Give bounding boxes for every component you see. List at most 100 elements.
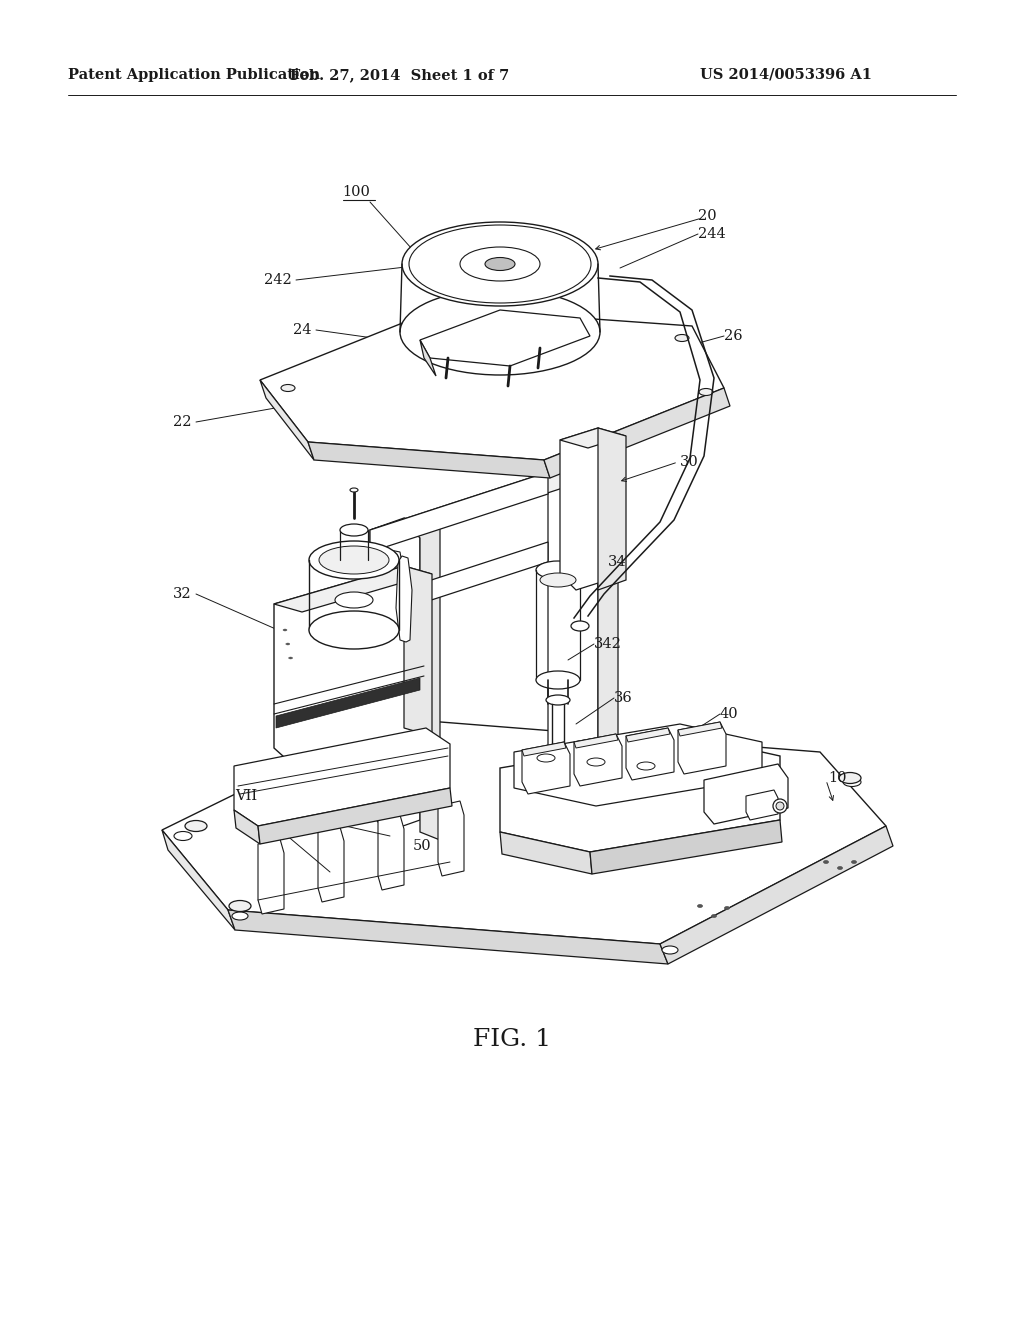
Ellipse shape	[460, 247, 540, 281]
Ellipse shape	[441, 314, 455, 322]
Text: 36: 36	[614, 690, 633, 705]
Text: 34: 34	[608, 554, 627, 569]
Ellipse shape	[675, 334, 689, 342]
Text: 40: 40	[720, 708, 738, 721]
Ellipse shape	[697, 904, 702, 908]
Ellipse shape	[319, 546, 389, 574]
Polygon shape	[590, 820, 782, 874]
Ellipse shape	[289, 657, 293, 659]
Polygon shape	[378, 814, 404, 890]
Polygon shape	[258, 840, 284, 913]
Polygon shape	[678, 722, 722, 737]
Ellipse shape	[843, 777, 861, 787]
Polygon shape	[514, 723, 762, 807]
Polygon shape	[370, 473, 548, 552]
Polygon shape	[544, 388, 730, 478]
Text: 24: 24	[294, 323, 312, 337]
Polygon shape	[276, 678, 420, 729]
Polygon shape	[598, 428, 626, 590]
Text: 342: 342	[594, 638, 622, 651]
Polygon shape	[260, 380, 314, 459]
Polygon shape	[560, 428, 614, 590]
Ellipse shape	[637, 762, 655, 770]
Polygon shape	[378, 550, 406, 649]
Ellipse shape	[823, 861, 828, 863]
Polygon shape	[274, 566, 424, 766]
Polygon shape	[626, 729, 674, 780]
Text: 242: 242	[264, 273, 292, 286]
Text: FIG. 1: FIG. 1	[473, 1028, 551, 1052]
Polygon shape	[404, 517, 440, 840]
Polygon shape	[370, 543, 548, 620]
Ellipse shape	[409, 224, 591, 304]
Ellipse shape	[776, 803, 784, 810]
Ellipse shape	[281, 384, 295, 392]
Polygon shape	[746, 789, 778, 820]
Polygon shape	[234, 729, 450, 826]
Polygon shape	[274, 566, 432, 612]
Polygon shape	[438, 801, 464, 876]
Polygon shape	[308, 442, 550, 478]
Ellipse shape	[536, 671, 580, 689]
Polygon shape	[228, 909, 668, 964]
Text: 50: 50	[413, 840, 431, 853]
Polygon shape	[560, 428, 626, 447]
Polygon shape	[678, 722, 726, 774]
Polygon shape	[574, 734, 618, 748]
Ellipse shape	[283, 630, 287, 631]
Text: 32: 32	[173, 587, 193, 601]
Text: 20: 20	[698, 209, 717, 223]
Ellipse shape	[402, 222, 598, 306]
Text: 100: 100	[342, 185, 370, 199]
Polygon shape	[258, 788, 452, 843]
Ellipse shape	[335, 591, 373, 609]
Ellipse shape	[185, 821, 207, 832]
Ellipse shape	[571, 620, 589, 631]
Text: 30: 30	[680, 455, 698, 469]
Ellipse shape	[229, 900, 251, 912]
Polygon shape	[162, 718, 886, 944]
Ellipse shape	[725, 907, 729, 909]
Text: 10: 10	[828, 771, 847, 785]
Ellipse shape	[537, 754, 555, 762]
Ellipse shape	[838, 866, 843, 870]
Polygon shape	[500, 737, 780, 851]
Polygon shape	[370, 517, 420, 832]
Text: Patent Application Publication: Patent Application Publication	[68, 69, 319, 82]
Ellipse shape	[536, 561, 580, 579]
Ellipse shape	[551, 744, 565, 751]
Ellipse shape	[773, 799, 787, 813]
Polygon shape	[626, 729, 670, 742]
Polygon shape	[162, 830, 234, 931]
Ellipse shape	[662, 946, 678, 954]
Polygon shape	[370, 470, 618, 531]
Polygon shape	[705, 764, 788, 824]
Text: 22: 22	[173, 414, 193, 429]
Ellipse shape	[699, 388, 713, 396]
Polygon shape	[260, 308, 724, 459]
Polygon shape	[582, 459, 618, 808]
Ellipse shape	[309, 611, 399, 649]
Polygon shape	[574, 734, 622, 785]
Ellipse shape	[546, 696, 570, 705]
Ellipse shape	[309, 541, 399, 579]
Polygon shape	[548, 459, 598, 812]
Polygon shape	[522, 742, 566, 756]
Ellipse shape	[340, 524, 368, 536]
Polygon shape	[404, 566, 432, 737]
Polygon shape	[420, 341, 436, 376]
Polygon shape	[396, 556, 412, 642]
Ellipse shape	[350, 488, 358, 492]
Ellipse shape	[587, 758, 605, 766]
Ellipse shape	[232, 912, 248, 920]
Text: 244: 244	[698, 227, 726, 242]
Polygon shape	[500, 832, 592, 874]
Ellipse shape	[839, 772, 861, 784]
Polygon shape	[660, 826, 893, 964]
Polygon shape	[234, 810, 260, 843]
Polygon shape	[420, 310, 590, 366]
Polygon shape	[522, 742, 570, 795]
Text: VII: VII	[234, 789, 257, 803]
Ellipse shape	[400, 289, 600, 375]
Text: US 2014/0053396 A1: US 2014/0053396 A1	[700, 69, 872, 82]
